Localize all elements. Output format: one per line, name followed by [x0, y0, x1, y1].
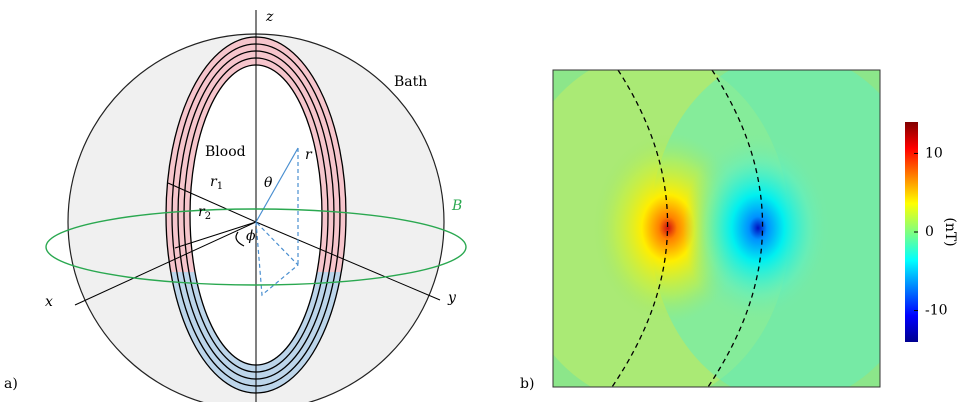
axis-label: z [265, 9, 274, 25]
region-label: Bath [394, 74, 427, 90]
axis-label: y [447, 290, 457, 306]
panel-label: b) [520, 376, 534, 392]
colorbar-tick-label: -10 [925, 303, 948, 319]
region-label: Blood [205, 144, 246, 160]
angle-label: ϕ [246, 228, 256, 244]
axis-label: x [45, 294, 53, 310]
page: z Bath Blood r1 r2 θ r ϕ B x y a) (nT) b… [0, 0, 963, 402]
panel-label: a) [4, 376, 18, 392]
colorbar-tick-label: 10 [925, 145, 943, 161]
colorbar-tick-label: 0 [925, 224, 934, 240]
colorbar-label: (nT) [942, 217, 958, 246]
figure: z Bath Blood r1 r2 θ r ϕ B x y a) (nT) b… [0, 0, 963, 402]
angle-label: θ [264, 175, 273, 191]
heatmap-b: (nT) b) [510, 53, 958, 402]
field-label: B [451, 198, 462, 214]
diagram-a: z Bath Blood r1 r2 θ r ϕ B x y a) [4, 9, 466, 402]
